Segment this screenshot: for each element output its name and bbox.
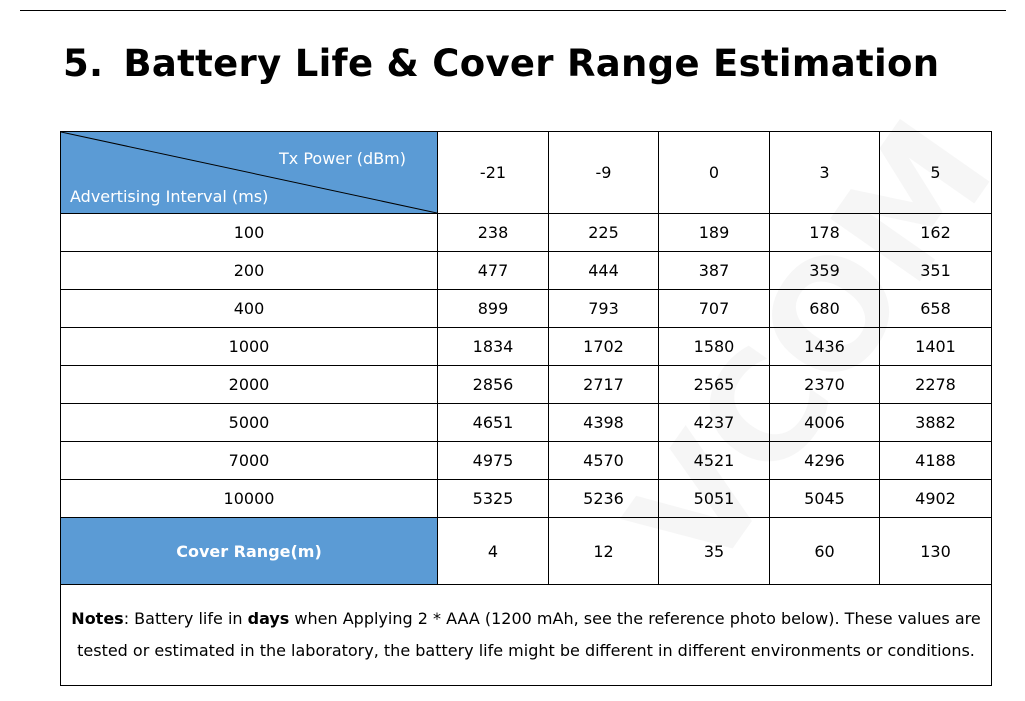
table-row: 100 238 225 189 178 162 — [60, 213, 992, 252]
notes-text: when Applying 2 * AAA (1200 mAh, see the… — [77, 609, 981, 660]
battery-days-cell: 1834 — [437, 327, 549, 366]
battery-days-cell: 1436 — [769, 327, 880, 366]
battery-days-cell: 2565 — [658, 365, 770, 404]
battery-days-cell: 5236 — [548, 479, 659, 518]
battery-days-cell: 5045 — [769, 479, 880, 518]
cover-range-cell: 4 — [437, 517, 549, 585]
cover-range-row: Cover Range(m) 4 12 35 60 130 — [60, 517, 992, 585]
battery-days-cell: 359 — [769, 251, 880, 290]
battery-days-cell: 162 — [879, 213, 992, 252]
battery-days-cell: 4521 — [658, 441, 770, 480]
notes-row: Notes: Battery life in days when Applyin… — [60, 584, 992, 686]
battery-days-cell: 2370 — [769, 365, 880, 404]
battery-days-cell: 5051 — [658, 479, 770, 518]
interval-cell: 400 — [60, 289, 438, 328]
table-row: 2000 2856 2717 2565 2370 2278 — [60, 365, 992, 404]
tx-power-header-cell: 5 — [879, 131, 992, 214]
battery-days-cell: 680 — [769, 289, 880, 328]
cover-range-cell: 12 — [548, 517, 659, 585]
battery-days-cell: 351 — [879, 251, 992, 290]
battery-days-cell: 1580 — [658, 327, 770, 366]
battery-days-cell: 2717 — [548, 365, 659, 404]
battery-days-cell: 238 — [437, 213, 549, 252]
table-row: 400 899 793 707 680 658 — [60, 289, 992, 328]
table-row: 7000 4975 4570 4521 4296 4188 — [60, 441, 992, 480]
interval-cell: 7000 — [60, 441, 438, 480]
battery-days-cell: 4570 — [548, 441, 659, 480]
battery-days-cell: 5325 — [437, 479, 549, 518]
battery-days-cell: 4902 — [879, 479, 992, 518]
tx-power-header-cell: -21 — [437, 131, 549, 214]
notes-emphasis: days — [247, 609, 290, 628]
battery-days-cell: 4651 — [437, 403, 549, 442]
cover-range-cell: 35 — [658, 517, 770, 585]
battery-days-cell: 658 — [879, 289, 992, 328]
interval-cell: 5000 — [60, 403, 438, 442]
battery-days-cell: 2856 — [437, 365, 549, 404]
section-title-text: Battery Life & Cover Range Estimation — [123, 42, 940, 85]
interval-cell: 1000 — [60, 327, 438, 366]
battery-life-table: Tx Power (dBm) Advertising Interval (ms)… — [60, 131, 992, 686]
notes-label: Notes — [71, 609, 124, 628]
notes-cell: Notes: Battery life in days when Applyin… — [60, 584, 992, 686]
section-title: 5. Battery Life & Cover Range Estimation — [63, 41, 939, 87]
battery-days-cell: 793 — [548, 289, 659, 328]
tx-power-header-cell: -9 — [548, 131, 659, 214]
tx-power-header-cell: 0 — [658, 131, 770, 214]
section-number: 5. — [63, 42, 104, 85]
battery-days-cell: 899 — [437, 289, 549, 328]
battery-days-cell: 225 — [548, 213, 659, 252]
tx-power-header-cell: 3 — [769, 131, 880, 214]
cover-range-cell: 60 — [769, 517, 880, 585]
battery-days-cell: 477 — [437, 251, 549, 290]
cover-range-label: Cover Range(m) — [60, 517, 438, 585]
interval-cell: 2000 — [60, 365, 438, 404]
tx-power-axis-label: Tx Power (dBm) — [279, 149, 406, 168]
cover-range-cell: 130 — [879, 517, 992, 585]
battery-days-cell: 4975 — [437, 441, 549, 480]
battery-days-cell: 3882 — [879, 403, 992, 442]
battery-days-cell: 1702 — [548, 327, 659, 366]
interval-cell: 200 — [60, 251, 438, 290]
battery-days-cell: 387 — [658, 251, 770, 290]
battery-days-cell: 4398 — [548, 403, 659, 442]
battery-days-cell: 707 — [658, 289, 770, 328]
interval-cell: 10000 — [60, 479, 438, 518]
top-rule — [20, 10, 1006, 11]
battery-days-cell: 4296 — [769, 441, 880, 480]
diagonal-line — [61, 132, 437, 213]
table-row: 200 477 444 387 359 351 — [60, 251, 992, 290]
battery-days-cell: 178 — [769, 213, 880, 252]
table-row: 1000 1834 1702 1580 1436 1401 — [60, 327, 992, 366]
notes-text: : Battery life in — [123, 609, 248, 628]
battery-days-cell: 4006 — [769, 403, 880, 442]
diagonal-header-cell: Tx Power (dBm) Advertising Interval (ms) — [60, 131, 438, 214]
header-row: Tx Power (dBm) Advertising Interval (ms)… — [60, 131, 992, 214]
table-row: 10000 5325 5236 5051 5045 4902 — [60, 479, 992, 518]
table-row: 5000 4651 4398 4237 4006 3882 — [60, 403, 992, 442]
battery-days-cell: 4188 — [879, 441, 992, 480]
interval-axis-label: Advertising Interval (ms) — [70, 187, 269, 206]
interval-cell: 100 — [60, 213, 438, 252]
battery-days-cell: 189 — [658, 213, 770, 252]
battery-days-cell: 2278 — [879, 365, 992, 404]
battery-days-cell: 1401 — [879, 327, 992, 366]
battery-days-cell: 4237 — [658, 403, 770, 442]
battery-days-cell: 444 — [548, 251, 659, 290]
